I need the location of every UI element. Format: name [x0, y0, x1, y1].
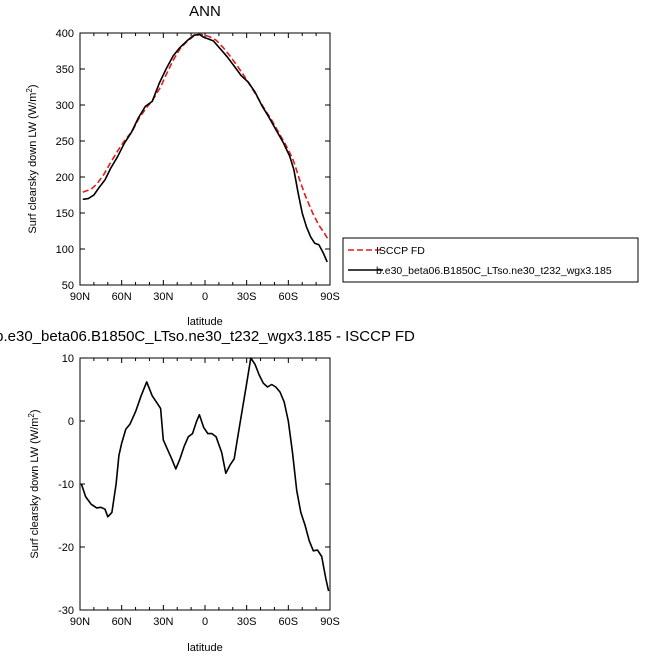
chart1-x-tick-label: 60S: [279, 291, 299, 303]
chart2-x-tick-label: 30N: [153, 616, 173, 628]
chart1-x-tick-label: 30S: [237, 291, 257, 303]
chart1-x-tick-label: 0: [202, 291, 208, 303]
chart1-y-tick-label: 100: [56, 244, 74, 256]
chart1-y-axis-label: Surf clearsky down LW (W/m2): [25, 84, 40, 233]
chart1-x-axis-label: latitude: [187, 316, 222, 328]
chart1-title: ANN: [189, 3, 221, 20]
chart2-x-tick-label: 90N: [70, 616, 90, 628]
chart2-x-tick-label: 60S: [279, 616, 299, 628]
chart2-y-tick-label: -30: [58, 605, 74, 617]
chart2-x-axis-label: latitude: [187, 642, 222, 654]
chart2-series-line-1: [80, 357, 330, 592]
chart2-plot-frame: [79, 357, 331, 611]
chart1-x-tick-label: 30N: [153, 291, 173, 303]
chart1-y-tick-label: 400: [56, 28, 74, 40]
chart2-y-tick-label: -20: [58, 542, 74, 554]
chart1-series-line-2: [82, 33, 328, 263]
chart2-x-tick-label: 60N: [112, 616, 132, 628]
chart1-x-tick-label: 90N: [70, 291, 90, 303]
chart1-y-tick-label: 50: [62, 280, 74, 292]
chart2-y-tick-label: 0: [68, 416, 74, 428]
chart2-x-tick-label: 0: [202, 616, 208, 628]
legend-label-2: b.e30_beta06.B1850C_LTso.ne30_t232_wgx3.…: [376, 265, 612, 277]
chart1-y-tick-label: 300: [56, 100, 74, 112]
chart1-y-tick-label: 250: [56, 136, 74, 148]
chart1-series-line-1: [82, 33, 330, 241]
chart2-x-tick-label: 30S: [237, 616, 257, 628]
chart1-y-tick-label: 150: [56, 208, 74, 220]
chart2-y-tick-label: 10: [62, 353, 74, 365]
chart1-y-tick-label: 350: [56, 64, 74, 76]
chart1-x-tick-label: 60N: [112, 291, 132, 303]
chart2-x-tick-label: 90S: [320, 616, 340, 628]
chart1-y-tick-label: 200: [56, 172, 74, 184]
chart2-y-axis-label: Surf clearsky down LW (W/m2): [27, 409, 42, 558]
legend-box: [342, 237, 639, 283]
chart2-title: b.e30_beta06.B1850C_LTso.ne30_t232_wgx3.…: [0, 328, 415, 345]
legend-label-1: ISCCP FD: [376, 245, 425, 257]
chart2-y-tick-label: -10: [58, 479, 74, 491]
chart1-x-tick-label: 90S: [320, 291, 340, 303]
